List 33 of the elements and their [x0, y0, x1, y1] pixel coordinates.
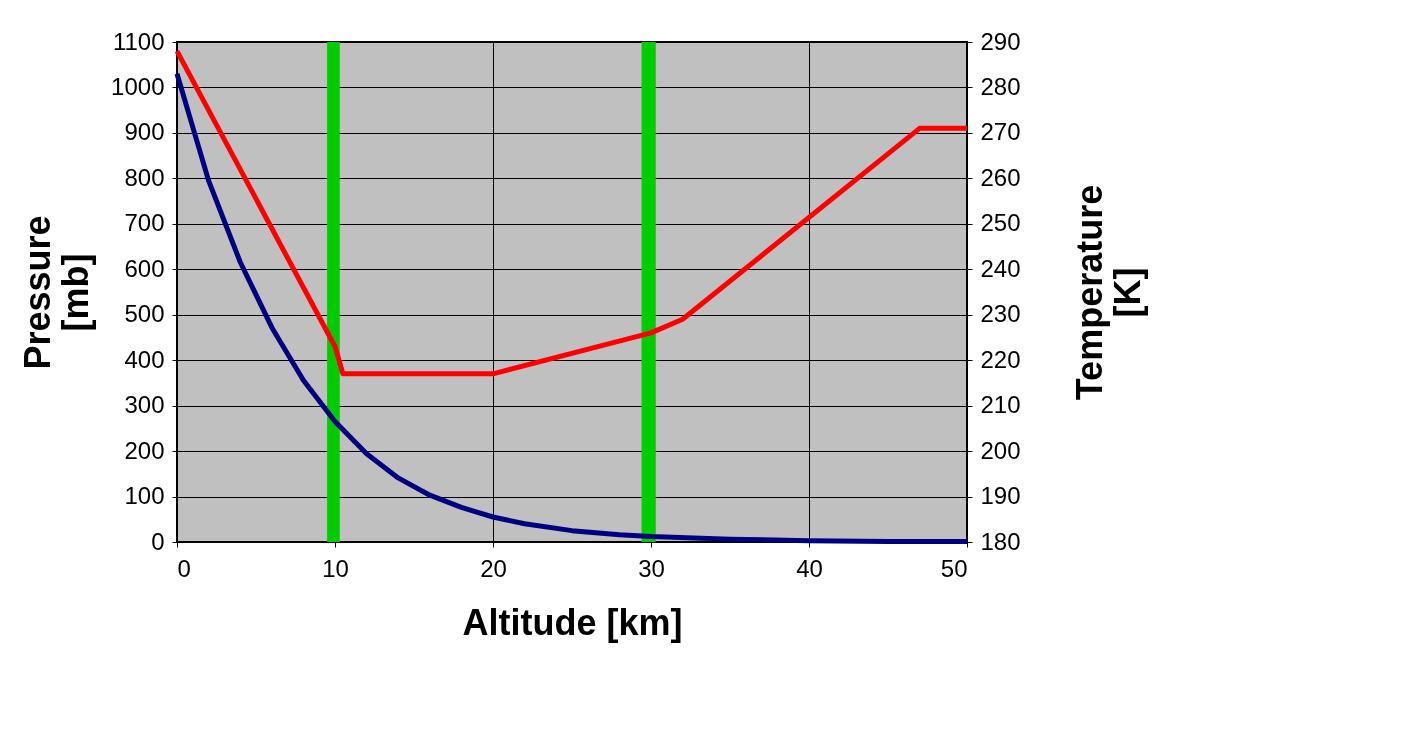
y2-tick-label: 220: [980, 345, 1021, 373]
x-tick-label: 10: [322, 554, 349, 582]
y-tick-label: 0: [151, 527, 165, 555]
y2-tick-label: 260: [980, 163, 1021, 191]
y-tick-label: 400: [124, 345, 165, 373]
y2-tick-label: 230: [980, 300, 1021, 328]
y2-tick-label: 180: [980, 527, 1021, 555]
y2-tick-label: 210: [980, 391, 1021, 419]
y-axis-title: Pressure [mb]: [17, 215, 97, 370]
y2-tick-label: 290: [980, 27, 1021, 55]
y-tick-label: 1000: [111, 72, 165, 100]
x-tick-label: 0: [177, 554, 191, 582]
y2-tick-label: 240: [980, 254, 1021, 282]
x-tick-label: 30: [638, 554, 665, 582]
y2-tick-label: 270: [980, 118, 1021, 146]
y2-tick-label: 200: [980, 436, 1021, 464]
y2-tick-label: 250: [980, 209, 1021, 237]
x-tick-label: 50: [940, 554, 968, 582]
y2-tick-label: 280: [980, 72, 1021, 100]
y-tick-label: 100: [124, 482, 165, 510]
y2-axis-title: Temperature [K]: [1068, 184, 1148, 401]
y-tick-label: 300: [124, 391, 165, 419]
y-tick-label: 1100: [112, 27, 165, 55]
y2-tick-label: 190: [980, 482, 1021, 510]
y-tick-label: 500: [124, 300, 165, 328]
y-tick-label: 200: [124, 436, 165, 464]
x-axis-title: Altitude [km]: [462, 601, 683, 643]
y-tick-label: 600: [124, 254, 165, 282]
x-tick-label: 40: [796, 554, 823, 582]
y-tick-label: 700: [124, 209, 165, 237]
x-tick-label: 20: [480, 554, 507, 582]
y-tick-label: 800: [124, 163, 165, 191]
y-tick-label: 900: [124, 118, 165, 146]
